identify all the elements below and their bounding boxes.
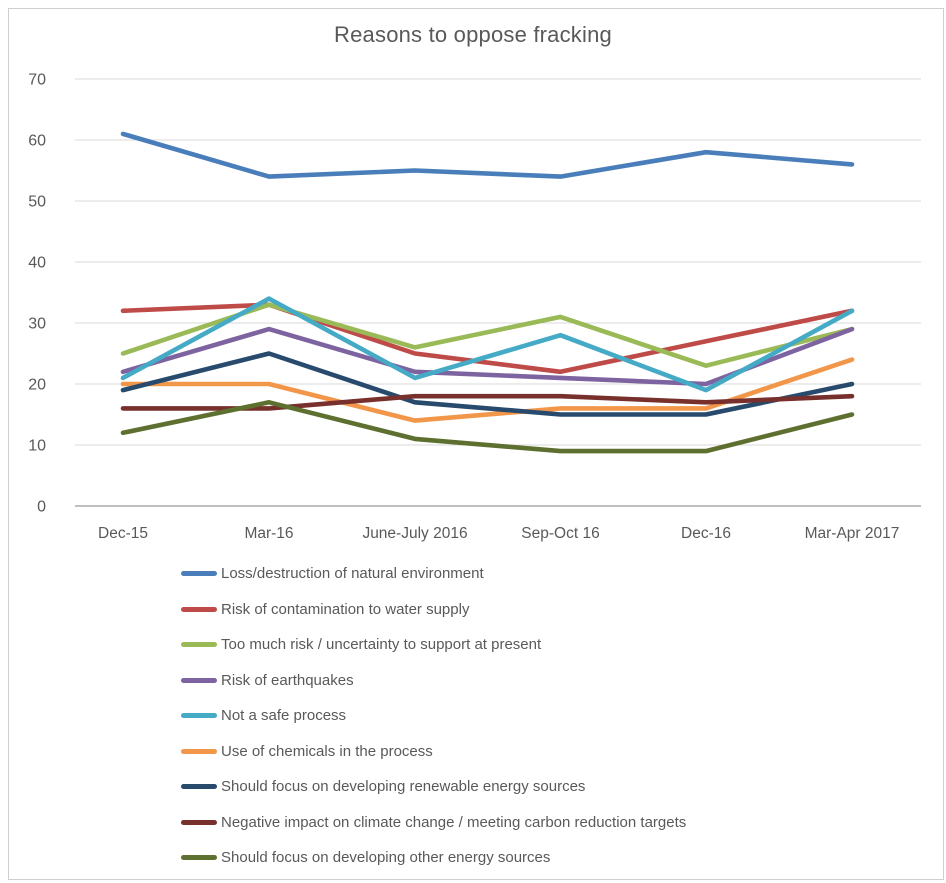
legend-swatch-line-icon xyxy=(181,677,217,683)
series-line-2 xyxy=(120,302,855,375)
legend-label: Risk of contamination to water supply xyxy=(221,600,470,618)
series-line-7 xyxy=(120,351,855,417)
legend-label: Too much risk / uncertainty to support a… xyxy=(221,636,542,654)
legend-label: Not a safe process xyxy=(221,707,347,725)
legend-label: Should focus on developing renewable ene… xyxy=(221,778,586,796)
legend-item-1: Loss/destruction of natural environment xyxy=(181,556,686,592)
legend-item-8: Negative impact on climate change / meet… xyxy=(181,805,686,841)
x-tick-label-5: Dec-16 xyxy=(681,525,731,542)
chart-legend: Loss/destruction of natural environment R… xyxy=(181,556,686,876)
legend-swatch-line-icon xyxy=(181,784,217,790)
x-tick-label-4: Sep-Oct 16 xyxy=(521,525,599,542)
legend-swatch-line-icon xyxy=(181,571,217,577)
x-tick-label-2: Mar-16 xyxy=(244,525,293,542)
legend-swatch-line-icon xyxy=(181,855,217,861)
legend-item-6: Use of chemicals in the process xyxy=(181,734,686,770)
y-tick-label-30: 30 xyxy=(28,316,46,333)
series-line-9 xyxy=(120,399,855,454)
legend-item-2: Risk of contamination to water supply xyxy=(181,592,686,628)
legend-swatch-line-icon xyxy=(181,713,217,719)
y-tick-label-60: 60 xyxy=(28,133,46,150)
y-tick-label-40: 40 xyxy=(28,255,46,272)
x-tick-label-3: June-July 2016 xyxy=(362,525,467,542)
y-tick-label-70: 70 xyxy=(28,72,46,89)
chart-title: Reasons to oppose fracking xyxy=(334,22,612,47)
x-tick-label-6: Mar-Apr 2017 xyxy=(805,525,900,542)
legend-label: Loss/destruction of natural environment xyxy=(221,565,484,583)
series-line-1 xyxy=(120,131,855,179)
y-tick-label-50: 50 xyxy=(28,194,46,211)
legend-label: Should focus on developing other energy … xyxy=(221,849,551,867)
legend-item-4: Risk of earthquakes xyxy=(181,663,686,699)
legend-label: Risk of earthquakes xyxy=(221,671,354,689)
legend-swatch-line-icon xyxy=(181,642,217,648)
legend-item-9: Should focus on developing other energy … xyxy=(181,840,686,876)
legend-item-7: Should focus on developing renewable ene… xyxy=(181,769,686,805)
legend-item-5: Not a safe process xyxy=(181,698,686,734)
series-line-5 xyxy=(120,296,855,393)
x-tick-label-1: Dec-15 xyxy=(98,525,148,542)
legend-swatch-line-icon xyxy=(181,606,217,612)
legend-item-3: Too much risk / uncertainty to support a… xyxy=(181,627,686,663)
legend-swatch-line-icon xyxy=(181,819,217,825)
legend-swatch-line-icon xyxy=(181,748,217,754)
y-tick-label-20: 20 xyxy=(28,377,46,394)
legend-label: Use of chemicals in the process xyxy=(221,742,433,760)
y-tick-label-0: 0 xyxy=(37,499,46,516)
y-tick-label-10: 10 xyxy=(28,438,46,455)
legend-label: Negative impact on climate change / meet… xyxy=(221,813,687,831)
